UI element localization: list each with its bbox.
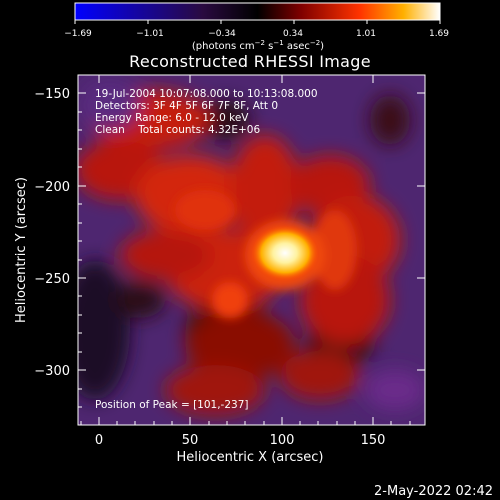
info-energy-range: Energy Range: 6.0 - 12.0 keV	[95, 112, 249, 124]
info-time-range: 19-Jul-2004 10:07:08.000 to 10:13:08.000	[95, 88, 318, 100]
colorbar-tick-label: 0.34	[283, 29, 303, 39]
y-tick-label: −200	[34, 180, 70, 195]
y-axis-label: Heliocentric Y (arcsec)	[14, 177, 29, 323]
colorbar-tick-label: −1.69	[64, 29, 92, 39]
colorbar-unit-label: (photons cm−2 s−1 asec−2)	[192, 39, 324, 52]
colorbar-tick-label: 1.69	[429, 29, 449, 39]
colorbar: −1.69 −1.01 −0.34 0.34 1.01 1.69 (photon…	[64, 2, 449, 52]
colorbar-ticks	[74, 20, 441, 24]
colorbar-tick-label: −1.01	[136, 29, 164, 39]
y-tick-label: −300	[34, 364, 70, 379]
plot-frame	[77, 74, 426, 426]
colorbar-gradient	[74, 2, 441, 21]
plot-title: Reconstructed RHESSI Image	[129, 52, 371, 71]
colorbar-tick-label: 1.01	[356, 29, 376, 39]
colorbar-tick-label: −0.34	[208, 29, 236, 39]
y-tick-label: −150	[34, 87, 70, 102]
y-tick-label: −250	[34, 272, 70, 287]
x-axis-label: Heliocentric X (arcsec)	[177, 450, 324, 465]
peak-hotspot	[251, 225, 319, 281]
x-tick-label: 0	[95, 433, 103, 448]
x-tick-label: 100	[270, 433, 295, 448]
y-axis-ticks	[78, 92, 425, 408]
info-clean-counts: Clean Total counts: 4.32E+06	[95, 124, 260, 136]
x-tick-label: 150	[361, 433, 386, 448]
x-axis-ticks	[80, 75, 411, 425]
peak-position-label: Position of Peak = [101,-237]	[95, 399, 249, 411]
heatmap-image	[78, 75, 425, 425]
footer-date: 2-May-2022 02:42	[374, 484, 493, 499]
x-tick-label: 50	[182, 433, 199, 448]
info-detectors: Detectors: 3F 4F 5F 6F 7F 8F, Att 0	[95, 100, 278, 112]
